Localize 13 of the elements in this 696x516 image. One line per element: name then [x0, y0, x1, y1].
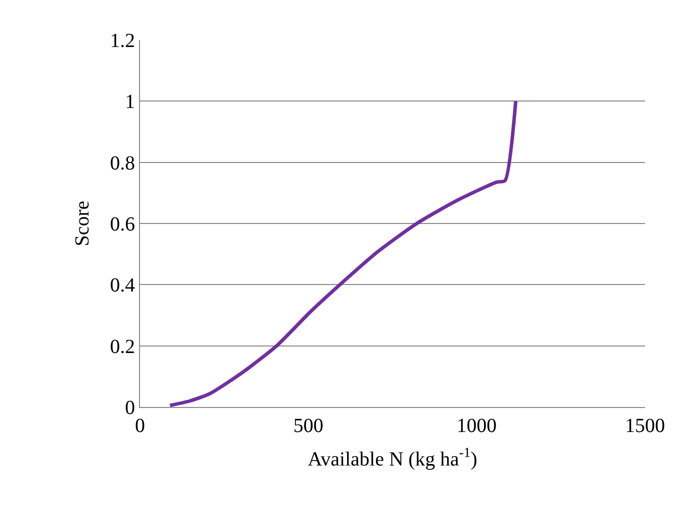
- y-tick-label: 1: [125, 91, 135, 114]
- line-series: [168, 99, 518, 407]
- y-tick-label: 0: [125, 397, 135, 419]
- y-tick-label: 0.2: [110, 336, 135, 358]
- y-tick-label: 0.8: [110, 152, 135, 174]
- x-tick-label: 1500: [625, 415, 665, 437]
- y-axis-title: Score: [72, 200, 94, 246]
- x-tick-label: 500: [293, 415, 324, 437]
- y-tick-label: 0.4: [110, 274, 135, 297]
- x-axis-title: Available N (kg ha$^{-1}$): [308, 446, 478, 470]
- y-tick-label: 1.2: [110, 30, 135, 52]
- x-tick-label: 1000: [456, 415, 497, 437]
- y-tick-label: 0.6: [110, 214, 135, 236]
